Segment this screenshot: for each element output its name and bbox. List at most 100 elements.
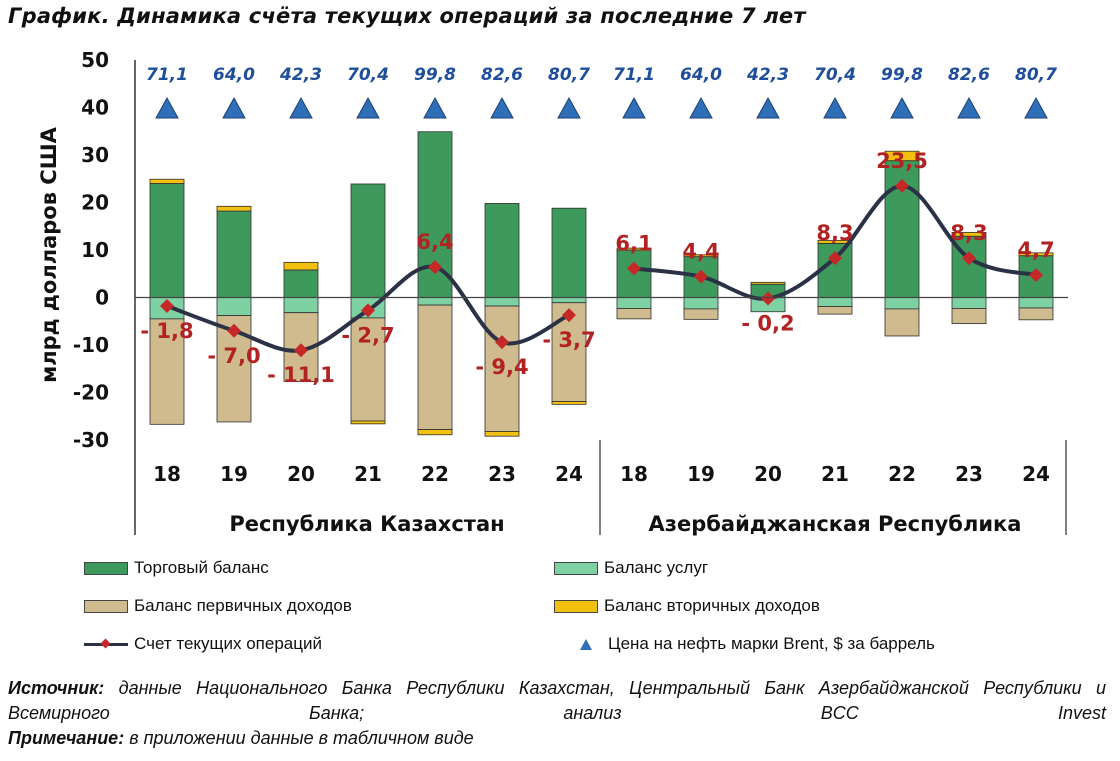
bar-services-balance: [817, 297, 853, 307]
current-account-marker: [160, 299, 174, 314]
bar-secondary-income: [750, 281, 786, 285]
legend-item-brent-price: Цена на нефть марки Brent, $ за баррель: [554, 634, 935, 654]
bar-services-balance: [1018, 297, 1054, 309]
current-account-marker: [495, 335, 509, 350]
y-tick-label: 40: [81, 96, 109, 120]
brent-price-marker: [957, 96, 981, 119]
current-account-label: 4,7: [1017, 238, 1054, 262]
bar-primary-income: [350, 317, 386, 422]
bar-secondary-income: [283, 261, 319, 271]
bar-primary-income: [616, 308, 652, 320]
current-account-marker: [761, 291, 775, 306]
bar-secondary-income: [616, 247, 652, 251]
current-account-marker: [962, 251, 976, 266]
x-tick-label: 21: [821, 462, 849, 486]
x-tick-label: 20: [287, 462, 315, 486]
y-tick-label: 50: [81, 48, 109, 72]
bar-trade-balance: [149, 183, 185, 298]
series-group-kazakhstan: 18 71,1 19 64,0 20 42,3 21 70,4 22 99,8 23 82,6 24 80…: [140, 65, 595, 536]
legend-swatch-primary-income: [84, 599, 128, 613]
current-account-label: - 7,0: [207, 344, 260, 368]
note-label: Примечание:: [8, 728, 125, 748]
x-tick-label: 19: [220, 462, 248, 486]
y-tick-label: 0: [95, 286, 109, 310]
current-account-label: 6,4: [416, 230, 453, 254]
current-account-marker: [627, 261, 641, 276]
brent-price-label: 82,6: [948, 65, 990, 85]
y-tick-label: -30: [73, 428, 109, 452]
brent-price-marker: [222, 96, 246, 119]
brent-price-marker: [1024, 96, 1048, 119]
brent-price-label: 42,3: [746, 65, 789, 85]
note-text: в приложении данные в табличном виде: [124, 728, 474, 748]
brent-price-marker: [423, 96, 447, 119]
brent-price-label: 99,8: [881, 65, 923, 85]
current-account-marker: [828, 251, 842, 266]
legend-item-current-account: Счет текущих операций: [84, 634, 322, 654]
x-tick-label: 19: [687, 462, 715, 486]
brent-price-label: 70,4: [347, 65, 389, 85]
legend-swatch-secondary-income: [554, 599, 598, 613]
group-label: Азербайджанская Республика: [649, 512, 1022, 536]
bar-secondary-income: [817, 240, 853, 244]
bar-primary-income: [884, 308, 920, 337]
bar-primary-income: [1018, 307, 1054, 321]
brent-price-label: 82,6: [481, 65, 523, 85]
current-account-label: - 1,8: [140, 319, 193, 343]
current-account-marker: [294, 343, 308, 358]
brent-price-marker: [756, 96, 780, 119]
bar-services-balance: [951, 297, 987, 309]
x-tick-label: 21: [354, 462, 382, 486]
bar-services-balance: [417, 297, 453, 306]
brent-price-marker: [356, 96, 380, 119]
current-account-label: - 9,4: [475, 355, 528, 379]
x-tick-label: 18: [620, 462, 648, 486]
bar-primary-income: [951, 308, 987, 325]
source-note: Источник: данные Национального Банка Рес…: [8, 676, 1106, 726]
current-account-label: 4,4: [682, 240, 719, 264]
brent-price-marker: [622, 96, 646, 119]
bar-trade-balance: [484, 203, 520, 298]
current-account-label: - 0,2: [741, 311, 794, 335]
bar-trade-balance: [216, 210, 252, 298]
legend-label-trade-balance: Торговый баланс: [134, 558, 269, 577]
brent-price-label: 71,1: [146, 65, 188, 85]
brent-price-marker: [155, 96, 179, 119]
current-account-label: 8,3: [816, 221, 853, 245]
current-account-marker: [361, 303, 375, 318]
brent-price-label: 71,1: [613, 65, 655, 85]
x-tick-label: 23: [488, 462, 516, 486]
brent-price-label: 80,7: [1015, 65, 1057, 85]
brent-price-label: 64,0: [680, 65, 722, 85]
bar-primary-income: [683, 308, 719, 320]
x-tick-label: 24: [555, 462, 583, 486]
legend-item-secondary-income: Баланс вторичных доходов: [554, 596, 820, 616]
bar-secondary-income: [484, 431, 520, 437]
bar-secondary-income: [149, 178, 185, 184]
footnote: Примечание: в приложении данные в таблич…: [8, 726, 1106, 751]
brent-price-label: 64,0: [213, 65, 255, 85]
group-label: Республика Казахстан: [229, 512, 504, 536]
bar-secondary-income: [884, 150, 920, 162]
bar-services-balance: [216, 297, 252, 316]
current-account-label: 23,5: [876, 149, 928, 173]
brent-price-label: 99,8: [414, 65, 456, 85]
legend-item-services-balance: Баланс услуг: [554, 558, 708, 578]
bar-secondary-income: [951, 232, 987, 237]
y-tick-label: -10: [73, 333, 109, 357]
bar-services-balance: [683, 297, 719, 310]
y-tick-label: 10: [81, 238, 109, 262]
legend-swatch-trade-balance: [84, 561, 128, 575]
legend-label-current-account: Счет текущих операций: [134, 634, 322, 653]
brent-price-label: 70,4: [814, 65, 856, 85]
current-account-label: 8,3: [950, 221, 987, 245]
bar-primary-income: [417, 304, 453, 430]
legend-label-services-balance: Баланс услуг: [604, 558, 709, 577]
current-account-marker: [895, 178, 909, 193]
legend-swatch-current-account: [84, 638, 128, 651]
x-tick-label: 22: [888, 462, 916, 486]
current-account-marker: [694, 269, 708, 284]
source-label: Источник:: [8, 678, 105, 698]
bar-primary-income: [817, 306, 853, 315]
bar-services-balance: [884, 297, 920, 310]
